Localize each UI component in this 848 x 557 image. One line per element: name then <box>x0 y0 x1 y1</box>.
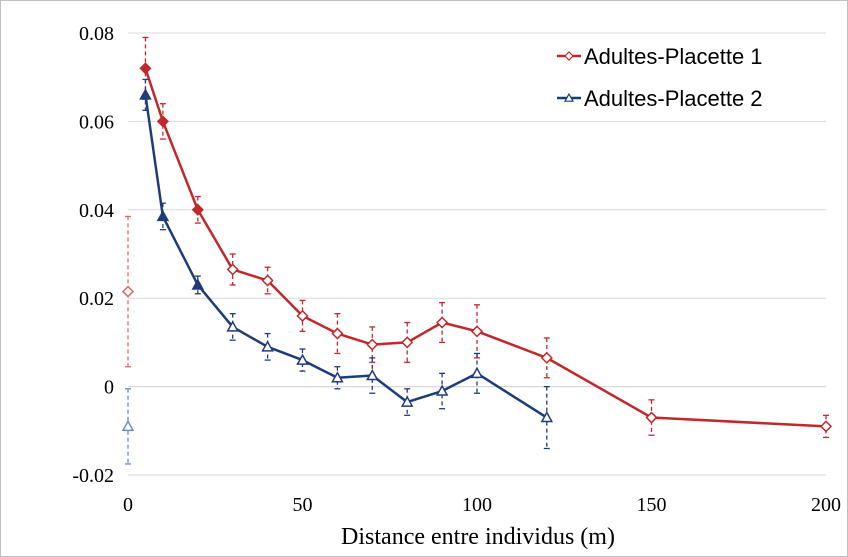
series-2-point <box>400 395 414 407</box>
series-2 <box>139 78 554 450</box>
x-tick-label: 100 <box>462 494 492 516</box>
series-1-point <box>470 325 484 338</box>
series-1-line <box>144 67 827 428</box>
series-2-point <box>156 209 170 222</box>
series-2-point <box>191 278 205 290</box>
series-1-point <box>819 420 833 433</box>
legend-marker-series-2 <box>563 92 575 102</box>
series-1-point <box>540 351 553 364</box>
series-1-point <box>261 274 274 287</box>
series-2-point <box>331 371 344 383</box>
series-1 <box>139 36 833 439</box>
x-tick-label: 50 <box>293 494 313 516</box>
series-1-point <box>296 309 309 322</box>
y-tick-label: 0.08 <box>79 23 114 45</box>
x-tick-label: 150 <box>637 494 667 516</box>
lag0-point-group <box>121 388 135 465</box>
series-2-line <box>144 94 548 419</box>
series-1-point <box>226 263 239 276</box>
lag0-point-marker <box>121 419 135 432</box>
series-2-point <box>540 410 554 423</box>
series-2-point <box>435 384 449 396</box>
series-1-point <box>331 327 344 340</box>
series-2-point <box>470 366 484 379</box>
x-tick-label: 0 <box>123 494 133 516</box>
series-2-point <box>261 340 274 352</box>
legend-label-series-2: Adultes-Placette 2 <box>584 86 763 111</box>
series-1-point <box>139 62 152 75</box>
series-1-point <box>645 411 658 424</box>
series-1-point <box>156 115 169 128</box>
lag0-point-marker <box>121 285 135 298</box>
series-1-point <box>401 336 414 349</box>
series-1-point <box>366 338 379 351</box>
legend-marker-series-1 <box>564 51 574 61</box>
y-tick-label: -0.02 <box>72 465 114 487</box>
series-1-point <box>436 316 449 329</box>
lag0-point-group <box>121 215 135 368</box>
y-tick-label: 0.02 <box>79 288 114 310</box>
y-tick-label: 0.06 <box>79 111 114 133</box>
axes: -0.02 0 0.02 0.04 0.06 0.08 0 50 100 150 200 <box>72 23 841 516</box>
y-tick-label: 0 <box>104 377 114 399</box>
series-layer <box>121 36 833 465</box>
legend: Adultes-Placette 1 Adultes-Placette 2 <box>557 44 763 111</box>
series-1-point <box>191 203 204 216</box>
series-2-point <box>366 369 379 381</box>
series-2-point <box>139 88 152 100</box>
series-2-point <box>226 320 239 332</box>
y-tick-label: 0.04 <box>79 200 114 222</box>
series-2-point <box>296 353 309 365</box>
legend-label-series-1: Adultes-Placette 1 <box>584 44 763 69</box>
x-tick-label: 200 <box>811 494 841 516</box>
x-axis-title: Distance entre individus (m) <box>341 524 615 550</box>
